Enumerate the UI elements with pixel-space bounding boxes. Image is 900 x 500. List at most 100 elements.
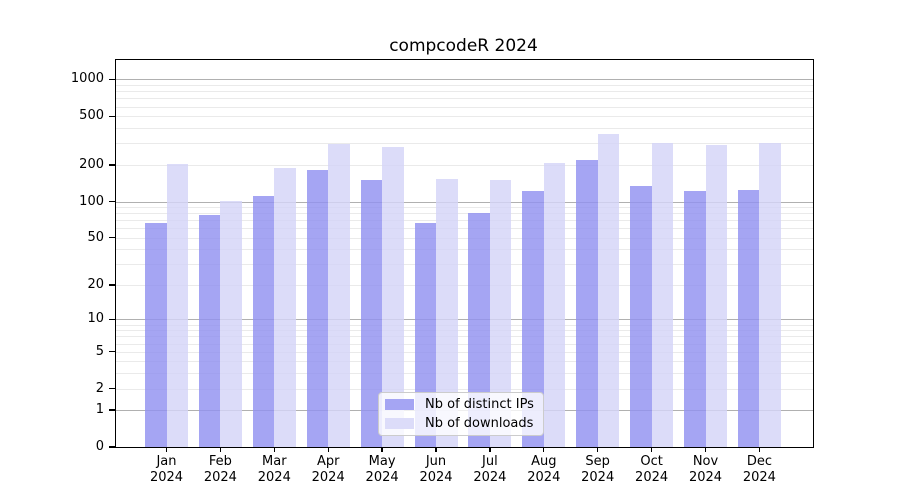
y-tick-label: 20 — [87, 277, 104, 292]
x-tick-label-oct: Oct 2024 — [635, 454, 668, 486]
x-label-year: 2024 — [257, 470, 291, 485]
x-label-month: Sep — [585, 454, 610, 469]
chart-title: compcodeR 2024 — [389, 36, 538, 56]
legend: Nb of distinct IPs Nb of downloads — [378, 392, 544, 436]
x-label-month: May — [368, 454, 396, 469]
bar-downloads-aug — [543, 162, 566, 447]
gridline-minor — [116, 220, 813, 222]
x-tick-label-sep: Sep 2024 — [581, 454, 614, 486]
x-label-year: 2024 — [365, 470, 399, 485]
x-tick — [219, 447, 222, 452]
x-label-year: 2024 — [635, 470, 669, 485]
x-label-month: Nov — [692, 454, 719, 469]
x-tick — [435, 447, 437, 452]
gridline-major — [116, 79, 813, 81]
x-label-year: 2024 — [473, 470, 507, 485]
gridline-major — [116, 201, 813, 203]
y-tick — [109, 284, 116, 286]
bar-downloads-jan — [166, 164, 188, 447]
gridline-minor — [116, 116, 813, 118]
bar-distinct-ips-aug — [522, 191, 544, 447]
y-tick — [109, 78, 116, 81]
gridline-minor — [116, 143, 813, 145]
y-tick — [109, 387, 116, 390]
gridline-minor — [116, 213, 813, 215]
x-tick-label-feb: Feb 2024 — [204, 454, 237, 486]
bar-distinct-ips-sep — [576, 159, 598, 447]
x-label-month: Jun — [425, 454, 447, 469]
legend-item-distinct-ips: Nb of distinct IPs — [385, 397, 543, 412]
bar-distinct-ips-nov — [684, 190, 706, 447]
y-tick — [109, 351, 116, 353]
x-tick-label-mar: Mar 2024 — [258, 454, 291, 486]
bar-distinct-ips-jun — [414, 222, 436, 447]
x-tick-label-dec: Dec 2024 — [743, 454, 776, 486]
x-label-year: 2024 — [688, 470, 723, 485]
x-label-month: Aug — [531, 454, 557, 469]
x-tick-label-apr: Apr 2024 — [312, 454, 345, 486]
bar-distinct-ips-apr — [306, 169, 329, 447]
y-tick-label: 2 — [95, 380, 104, 396]
x-label-month: Feb — [208, 454, 232, 469]
bar-distinct-ips-may — [360, 180, 383, 447]
x-label-month: Dec — [746, 454, 772, 469]
gridline-minor — [116, 361, 813, 363]
bar-downloads-oct — [651, 143, 674, 447]
x-tick — [597, 447, 599, 452]
gridline-minor — [116, 264, 813, 266]
x-tick — [650, 447, 653, 452]
gridline-minor — [116, 285, 813, 286]
bar-distinct-ips-oct — [630, 186, 652, 447]
x-label-month: Oct — [640, 454, 663, 469]
y-tick — [109, 200, 116, 203]
y-tick — [109, 318, 116, 321]
gridline-minor — [116, 324, 813, 326]
gridline-minor — [116, 373, 813, 375]
y-tick-label: 1 — [95, 402, 104, 418]
y-tick-label: 50 — [87, 229, 104, 245]
bar-downloads-jul — [489, 180, 512, 447]
x-label-year: 2024 — [149, 470, 184, 485]
x-tick — [327, 447, 329, 452]
gridline-minor — [116, 207, 813, 208]
gridline-minor — [116, 330, 813, 332]
legend-label-ips: Nb of distinct IPs — [425, 397, 534, 412]
gridline-minor — [116, 91, 813, 93]
bar-downloads-jun — [436, 179, 458, 447]
bar-distinct-ips-mar — [252, 195, 275, 447]
legend-item-downloads: Nb of downloads — [385, 416, 543, 431]
gridline-minor — [116, 228, 813, 230]
x-label-month: Jan — [156, 454, 177, 469]
x-label-year: 2024 — [742, 470, 776, 485]
x-label-year: 2024 — [203, 470, 237, 485]
x-label-month: Apr — [316, 454, 340, 469]
bar-downloads-sep — [597, 133, 620, 447]
y-tick-label: 100 — [79, 193, 104, 209]
gridline-minor — [116, 343, 813, 345]
bar-downloads-may — [382, 146, 404, 447]
x-tick-label-aug: Aug 2024 — [527, 454, 560, 486]
bar-downloads-nov — [705, 145, 727, 447]
x-label-year: 2024 — [419, 470, 453, 485]
y-tick-label: 0 — [95, 439, 104, 454]
y-tick-label: 1000 — [70, 71, 104, 87]
gridline-minor — [116, 249, 813, 251]
x-label-month: Jul — [482, 454, 498, 469]
x-tick — [704, 447, 707, 452]
bar-downloads-feb — [220, 200, 242, 447]
bar-distinct-ips-feb — [198, 214, 221, 447]
bar-distinct-ips-jul — [468, 213, 490, 447]
x-tick — [758, 447, 761, 452]
x-tick — [381, 447, 383, 452]
x-tick — [489, 447, 491, 452]
bar-distinct-ips-dec — [737, 190, 760, 447]
gridline-minor — [116, 98, 813, 100]
x-tick-label-nov: Nov 2024 — [689, 454, 722, 486]
x-tick — [165, 447, 168, 452]
y-tick — [109, 446, 116, 448]
y-tick-label: 200 — [79, 156, 104, 172]
bar-downloads-mar — [274, 168, 296, 447]
y-tick-label: 5 — [95, 343, 104, 359]
x-tick — [543, 447, 545, 452]
